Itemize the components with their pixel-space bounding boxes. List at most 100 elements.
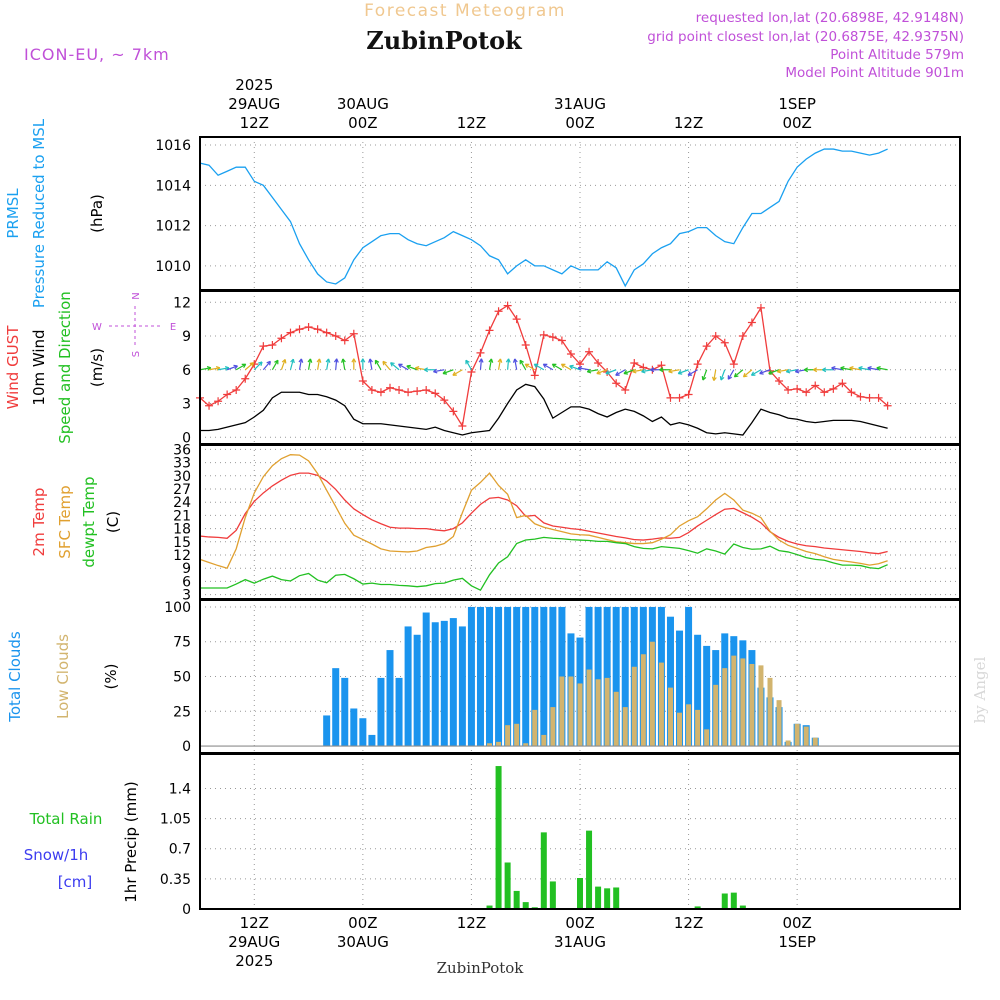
footer-location: ZubinPotok — [437, 959, 525, 977]
low-cloud-bar — [613, 691, 619, 747]
low-cloud-bar — [604, 677, 610, 747]
gust-marker — [729, 360, 738, 369]
wind-arrow-head — [465, 359, 470, 365]
gust-marker — [485, 326, 494, 335]
wind-arrow-head — [596, 370, 601, 375]
wind-arrow-head — [266, 360, 271, 366]
wind-direction-arrow — [262, 360, 271, 371]
wind-direction-arrow — [226, 365, 238, 371]
y-tick-label: 21 — [173, 508, 191, 524]
gust-marker — [793, 384, 802, 393]
wind-arrow-head — [812, 367, 818, 373]
wind-arrow-head — [785, 368, 791, 374]
wind-arrow-head — [307, 358, 313, 363]
low-cloud-bar — [649, 641, 655, 747]
total-cloud-bar — [350, 708, 358, 747]
panel-label: Wind GUST — [4, 325, 22, 410]
wind-arrow-head — [524, 363, 530, 368]
wind-direction-arrow — [519, 359, 527, 371]
total-cloud-bar — [440, 620, 448, 747]
wind-direction-arrow — [777, 369, 789, 373]
wind-arrow-head — [333, 358, 339, 363]
rain-bar — [522, 902, 529, 909]
gust-marker — [548, 333, 557, 342]
wind-direction-arrow — [465, 359, 472, 371]
wind-direction-arrow — [217, 367, 230, 371]
snow-unit-label: [cm] — [58, 873, 93, 891]
low-cloud-bar — [695, 709, 701, 747]
wind-direction-arrow — [307, 358, 312, 370]
gust-marker — [376, 388, 385, 397]
low-cloud-bar — [523, 743, 529, 747]
gust-marker — [259, 342, 268, 351]
bottom-time-label: 1SEP — [778, 933, 816, 951]
y-tick-label: 6 — [182, 574, 191, 590]
wind-arrow-head — [298, 358, 304, 363]
y-tick-label: 1016 — [155, 138, 191, 154]
wind-direction-arrow — [442, 369, 454, 375]
model-point-altitude: Model Point Altitude 901m — [785, 65, 964, 81]
wind-arrow-head — [641, 368, 646, 374]
low-cloud-bar — [586, 669, 592, 747]
gust-marker — [775, 377, 784, 385]
top-time-label: 12Z — [457, 114, 486, 132]
y-tick-label: 100 — [164, 600, 191, 616]
total-cloud-bar — [458, 626, 466, 747]
rain-bar — [586, 830, 593, 909]
wind-arrow-head — [398, 363, 403, 368]
total-cloud-bar — [486, 606, 494, 747]
low-cloud-bar — [505, 725, 511, 747]
wind-direction-arrow — [561, 363, 572, 371]
precip-unit-label: 1hr Precip (mm) — [122, 781, 140, 902]
wind-direction-arrow — [514, 358, 518, 370]
wind-arrow-head — [281, 358, 287, 364]
wind-direction-arrow — [382, 360, 391, 371]
gust-marker — [693, 360, 702, 369]
gust-marker — [331, 332, 340, 340]
wind-direction-arrow — [687, 369, 698, 376]
wind-arrow-head — [423, 367, 429, 373]
wind-arrow-head — [497, 358, 503, 363]
wind-arrow-head — [840, 365, 845, 371]
y-tick-label: 6 — [182, 363, 191, 379]
rain-bar — [613, 887, 620, 909]
wind-direction-arrow — [317, 358, 321, 370]
y-tick-label: 1.4 — [169, 781, 191, 797]
chart-title: Forecast Meteogram — [364, 1, 566, 21]
wind-direction-arrow — [858, 367, 870, 371]
prmsl-line — [199, 148, 888, 288]
y-tick-label: 1014 — [155, 178, 191, 194]
wind-direction-arrow — [280, 359, 286, 370]
wind-arrow-head — [876, 365, 881, 371]
gust-marker — [367, 386, 376, 394]
compass-cross — [109, 306, 161, 346]
wind-arrow-head — [727, 375, 733, 380]
wind-arrow-head — [505, 358, 511, 363]
gust-marker — [784, 386, 793, 394]
panel-label: Low Clouds — [54, 634, 72, 719]
total-cloud-bar — [431, 622, 439, 747]
panel-label: (%) — [102, 664, 120, 690]
wind-direction-arrow — [587, 369, 599, 373]
compass-east: E — [170, 322, 176, 333]
top-time-label: 00Z — [782, 114, 811, 132]
rain-bar — [549, 881, 556, 909]
y-tick-label: 30 — [173, 469, 191, 485]
low-cloud-bar — [541, 734, 547, 747]
wind-direction-arrow — [507, 358, 510, 370]
wind-arrow-head — [290, 358, 295, 364]
precipitation-panel: 0 0.35 0.7 1.05 1.4 Total Rain Snow/1h [cm] 1hr … — [24, 753, 961, 918]
y-tick-label: 36 — [173, 442, 191, 458]
gust-marker — [666, 393, 675, 402]
wind-arrow-head — [711, 376, 717, 381]
gust-marker — [241, 374, 250, 383]
rain-bar — [730, 892, 737, 909]
gust-marker — [856, 392, 865, 401]
gust-marker — [422, 386, 431, 394]
low-cloud-bar — [785, 740, 791, 747]
wind-arrow-head — [325, 358, 331, 363]
rain-bar — [604, 888, 611, 909]
panel-frame — [199, 753, 961, 910]
wind-direction-arrow — [578, 367, 590, 371]
wind-arrow-head — [668, 368, 673, 374]
